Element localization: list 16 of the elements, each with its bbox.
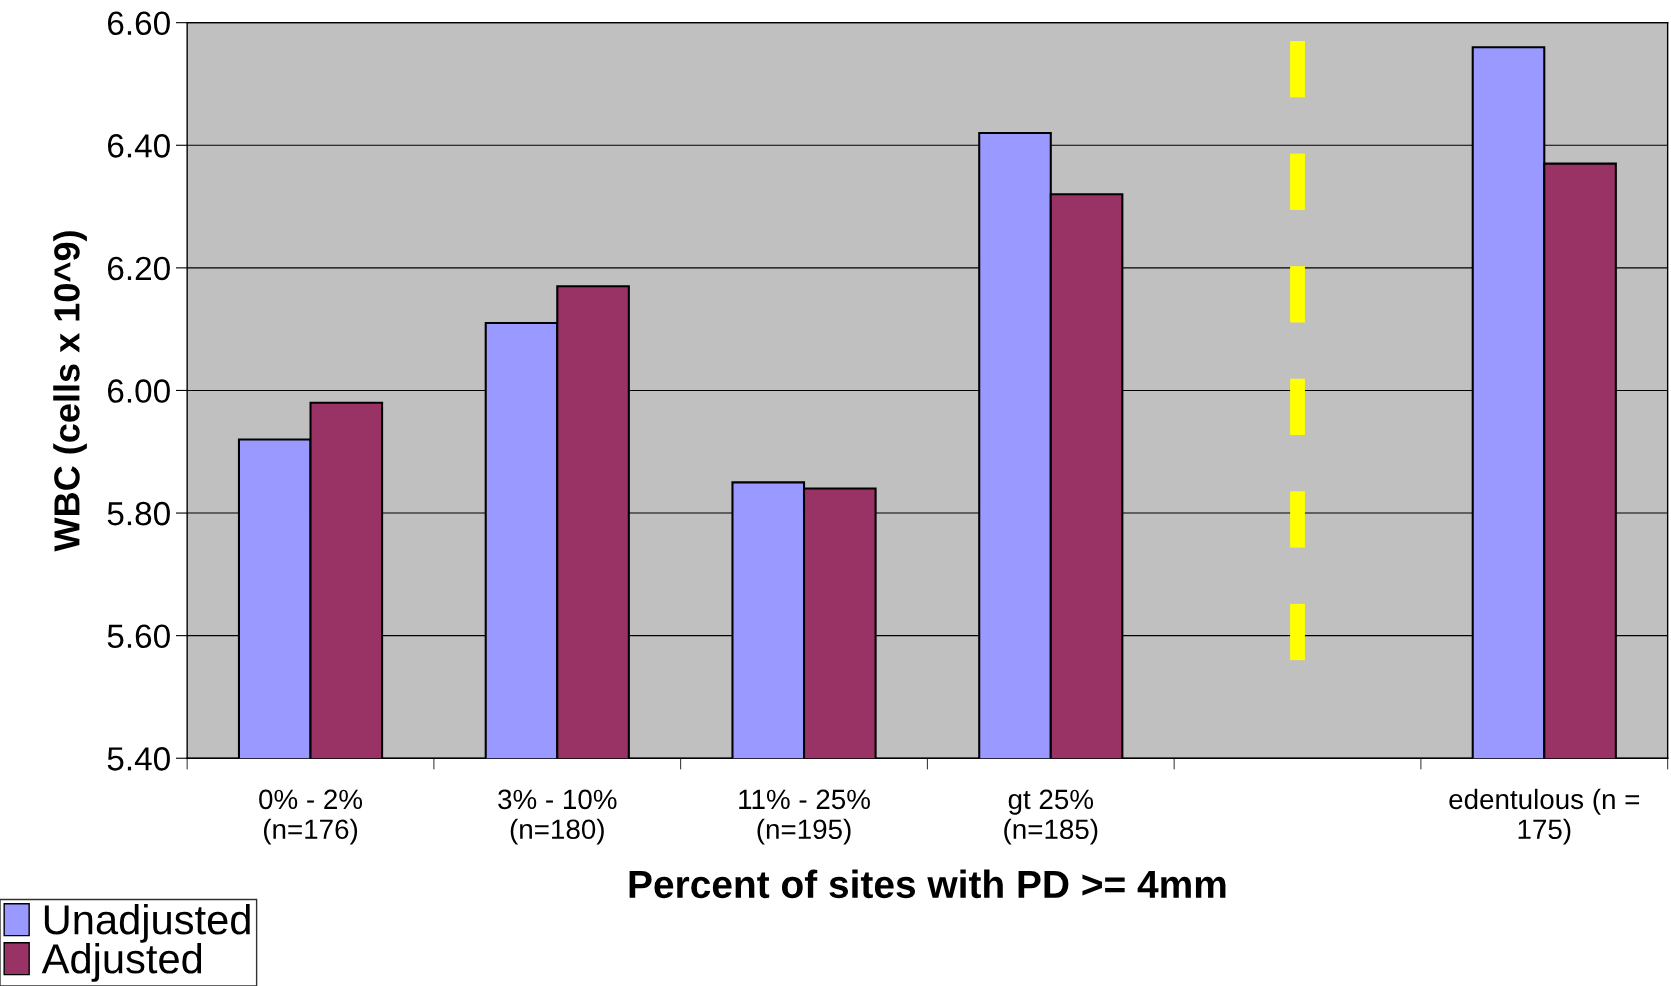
- x-tick-label: 3% - 10% (n=180): [498, 789, 617, 845]
- x-tick-label: 11% - 25% (n=195): [739, 789, 870, 845]
- legend-label: Unadjusted: [44, 903, 250, 943]
- y-tick-label: 6.00: [108, 379, 170, 403]
- x-tick-label: edentulous (n = 175): [1449, 788, 1640, 845]
- y-tick-label: 5.40: [107, 747, 170, 771]
- x-tick-label: 0% - 2% (n=176): [259, 789, 363, 845]
- legend-label: Adjusted: [41, 942, 202, 982]
- y-axis-title: WBC (cells x 10^9): [53, 231, 87, 552]
- y-tick-label: 6.60: [108, 11, 170, 36]
- x-axis-title: Percent of sites with PD >= 4mm: [629, 869, 1226, 899]
- y-tick-label: 6.40: [108, 134, 170, 158]
- y-tick-label: 5.80: [107, 501, 170, 526]
- x-tick-label: gt 25% (n=185): [1004, 789, 1098, 845]
- y-tick-label: 6.20: [108, 256, 170, 281]
- y-tick-label: 5.60: [107, 624, 170, 649]
